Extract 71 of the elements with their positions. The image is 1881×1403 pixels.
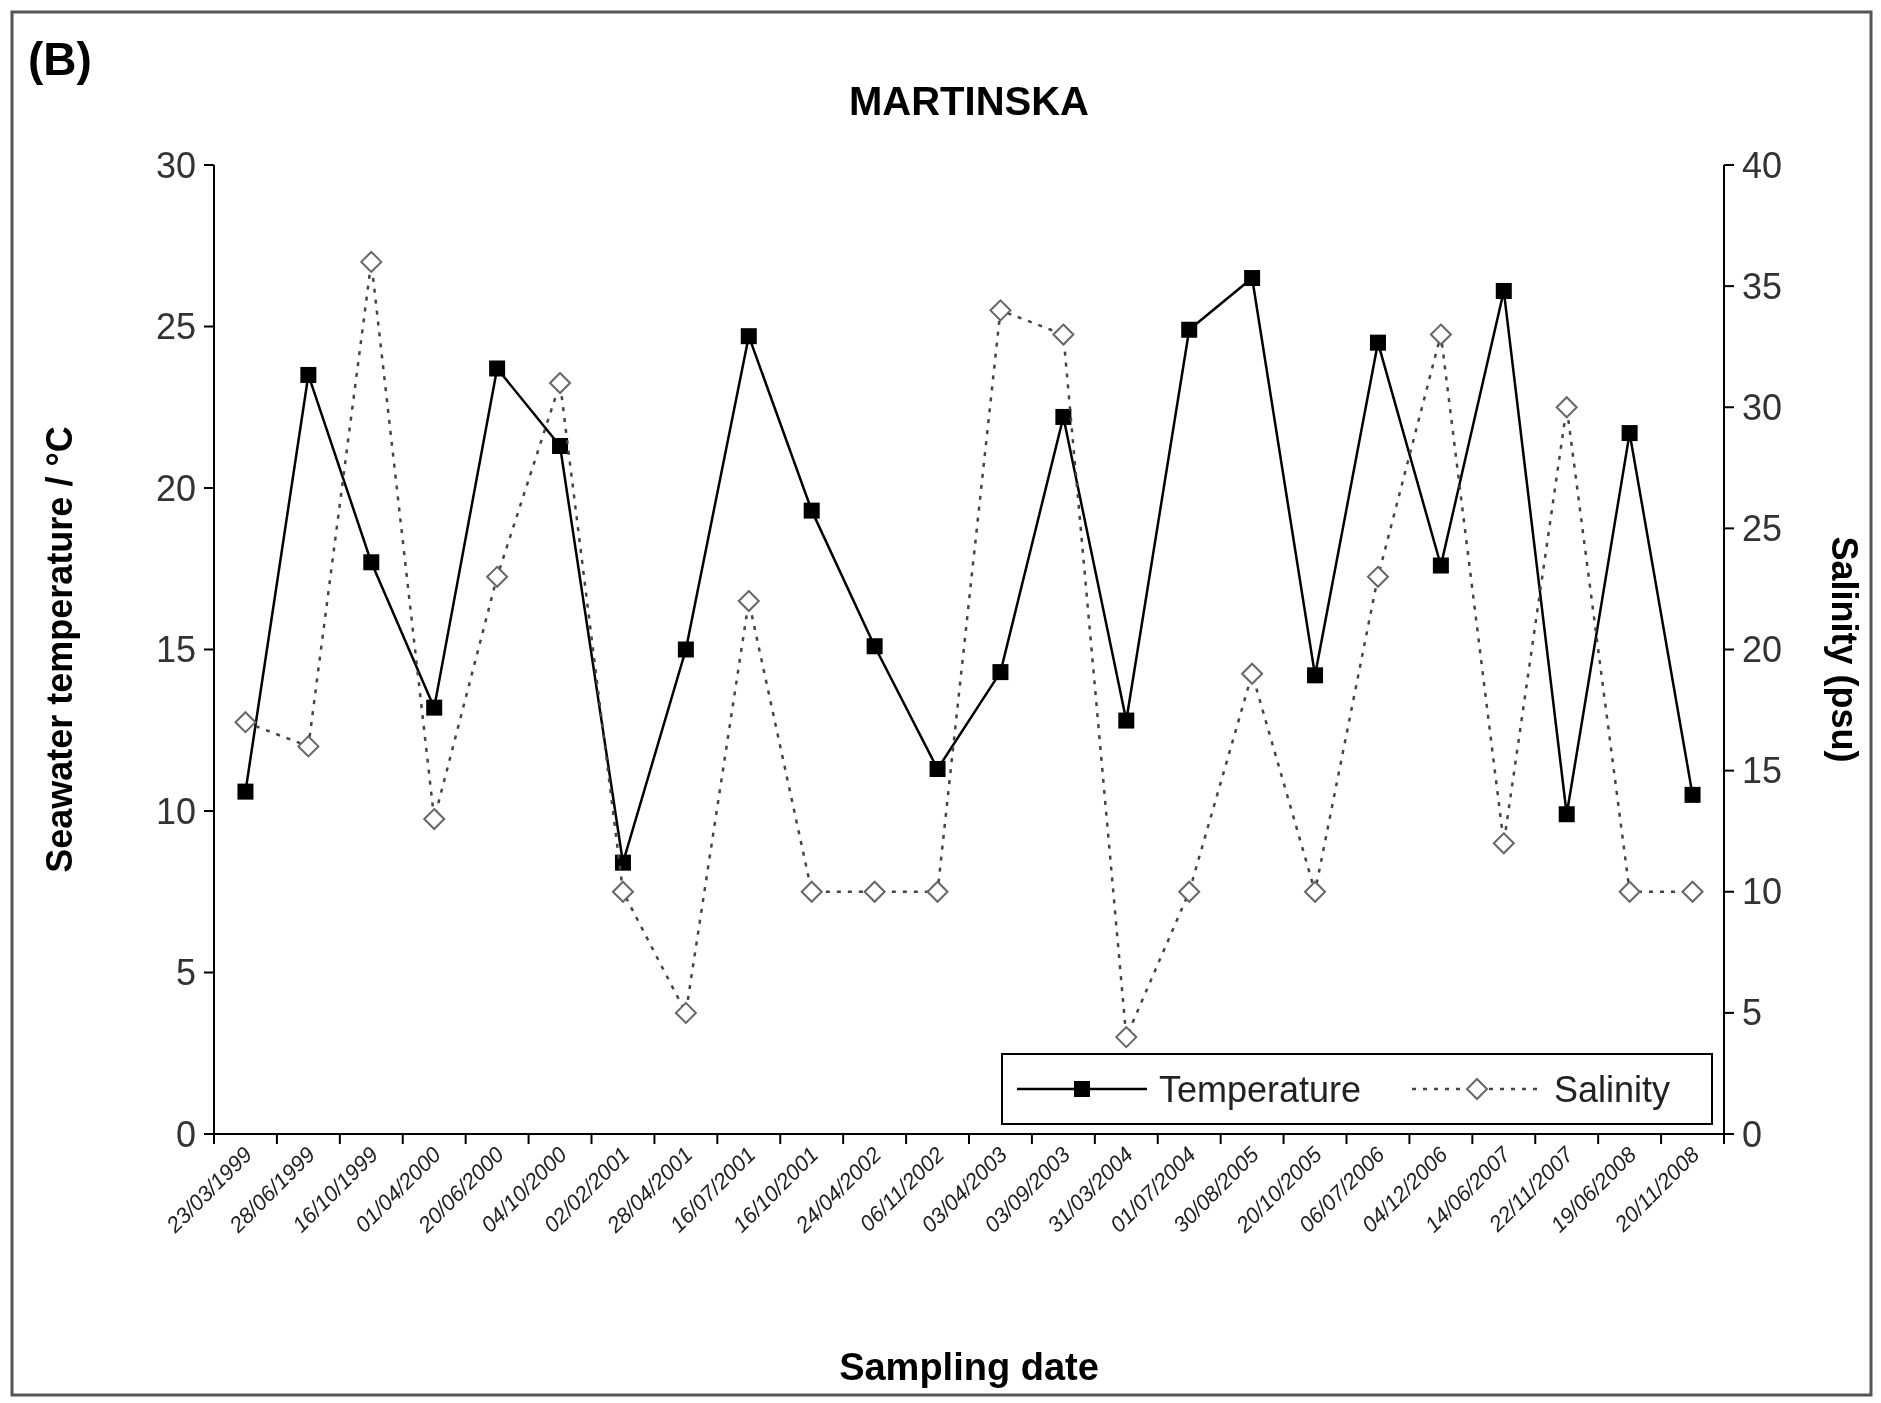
y-tick-label: 15: [155, 629, 196, 671]
point: [363, 554, 380, 571]
point: [992, 664, 1009, 681]
point: [1555, 396, 1578, 419]
point: [549, 372, 572, 395]
point: [1558, 806, 1575, 823]
point: [1432, 557, 1449, 574]
y2-tick-label: 20: [1742, 629, 1783, 671]
point: [1684, 786, 1701, 803]
point: [1307, 667, 1324, 684]
y2-tick-label: 5: [1742, 992, 1763, 1034]
point: [1366, 565, 1389, 588]
point: [737, 590, 760, 613]
point: [489, 360, 506, 377]
point: [1429, 323, 1452, 346]
point: [926, 880, 949, 903]
point: [1178, 880, 1201, 903]
point: [1495, 282, 1512, 299]
point: [1492, 832, 1515, 855]
y-tick-label: 20: [155, 467, 196, 509]
point: [1052, 323, 1075, 346]
point: [1621, 425, 1638, 442]
y-tick-label: 25: [155, 306, 196, 348]
point: [426, 699, 443, 716]
y2-tick-label: 25: [1742, 507, 1783, 549]
point: [677, 641, 694, 658]
y2-tick-label: 40: [1742, 144, 1783, 186]
point: [989, 299, 1012, 322]
y-tick-label: 0: [175, 1113, 196, 1155]
point: [237, 783, 254, 800]
point: [1369, 334, 1386, 351]
y-tick-label: 5: [175, 952, 196, 994]
point: [803, 502, 820, 519]
y2-tick-label: 15: [1742, 750, 1783, 792]
point: [800, 880, 823, 903]
point: [1118, 712, 1135, 729]
point: [234, 711, 257, 734]
y2-tick-label: 35: [1742, 265, 1783, 307]
y2-tick-label: 10: [1742, 871, 1783, 913]
point: [486, 565, 509, 588]
point: [552, 438, 569, 455]
point: [297, 735, 320, 758]
y-axis-title: Seawater temperature / °C: [39, 426, 80, 873]
point: [1055, 408, 1072, 425]
point: [863, 880, 886, 903]
y2-tick-label: 0: [1742, 1113, 1763, 1155]
text: (B): [28, 33, 92, 85]
point: [1115, 1026, 1138, 1049]
point: [360, 250, 383, 273]
point: [1181, 321, 1198, 338]
point: [674, 1001, 697, 1024]
legend-label: Salinity: [1554, 1068, 1671, 1110]
y2-axis-title: Salinity (psu): [1824, 536, 1865, 763]
point: [300, 366, 317, 383]
y-tick-label: 10: [155, 790, 196, 832]
point: [1241, 662, 1264, 685]
point: [423, 808, 446, 831]
point: [611, 880, 634, 903]
legend-label: Temperature: [1159, 1068, 1362, 1110]
point: [1618, 880, 1641, 903]
point: [1304, 880, 1327, 903]
point: [740, 328, 757, 345]
chart-title: MARTINSKA: [849, 79, 1089, 123]
y-tick-label: 30: [155, 144, 196, 186]
x-axis-title: Sampling date: [839, 1346, 1099, 1388]
point: [866, 638, 883, 655]
point: [1681, 880, 1704, 903]
y2-tick-label: 30: [1742, 386, 1783, 428]
point: [929, 761, 946, 778]
point: [614, 854, 631, 871]
point: [1244, 270, 1261, 287]
